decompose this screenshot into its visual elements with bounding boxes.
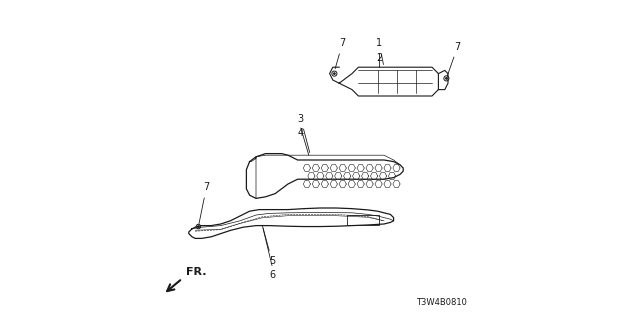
Text: 3: 3: [298, 114, 310, 153]
Circle shape: [198, 226, 199, 227]
Text: 4: 4: [298, 128, 304, 138]
Text: 1: 1: [376, 38, 383, 64]
Text: 6: 6: [269, 270, 275, 280]
Text: FR.: FR.: [186, 267, 206, 277]
Text: 2: 2: [376, 53, 382, 63]
Text: 7: 7: [199, 182, 209, 224]
Circle shape: [334, 73, 335, 74]
Text: 5: 5: [263, 228, 275, 266]
Text: 7: 7: [447, 42, 461, 76]
Text: 7: 7: [335, 38, 346, 69]
Text: T3W4B0810: T3W4B0810: [417, 298, 467, 307]
Bar: [347, 215, 379, 225]
Circle shape: [445, 78, 447, 79]
